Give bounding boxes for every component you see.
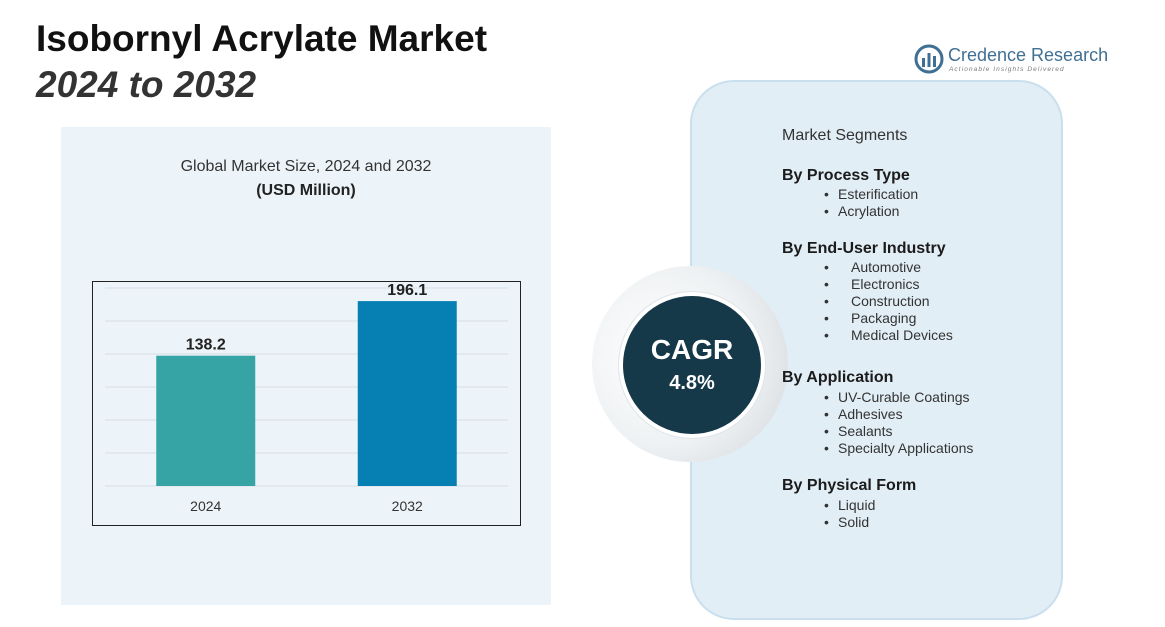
x-tick-label: 2024 [190, 498, 221, 514]
page-title: Isobornyl Acrylate Market [36, 18, 488, 59]
segment-item: • Construction [824, 293, 930, 309]
bar-chart: 138.2 2024 196.1 2032 [105, 282, 508, 514]
page-subtitle: 2024 to 2032 [36, 64, 257, 105]
segment-item: • Adhesives [824, 406, 903, 422]
segment-item: • Specialty Applications [824, 440, 974, 456]
cagr-value: 4.8% [669, 372, 715, 394]
segment-item: • Acrylation [824, 203, 900, 219]
chart-panel: Global Market Size, 2024 and 2032 (USD M… [61, 127, 551, 605]
segment-item: • Liquid [824, 497, 876, 513]
segment-heading: By Process Type [782, 167, 910, 184]
logo-tagline: Actionable Insights Delivered [949, 66, 1065, 73]
brand-logo: Credence Research Actionable Insights De… [914, 44, 1108, 76]
segment-heading: By End-User Industry [782, 240, 946, 257]
x-tick-label: 2032 [392, 498, 423, 514]
bar-2032 [357, 301, 457, 486]
cagr-label: CAGR [650, 334, 734, 365]
segment-item: • Automotive [824, 259, 922, 275]
segment-heading: By Physical Form [782, 477, 917, 494]
chart-title: Global Market Size, 2024 and 2032 [180, 158, 432, 175]
bar-2024 [156, 355, 256, 486]
cagr-badge: CAGR 4.8% [619, 292, 765, 438]
segment-item: • UV-Curable Coatings [824, 389, 970, 405]
bar-value-label: 138.2 [186, 337, 226, 354]
logo-name: Credence Research [948, 45, 1109, 65]
segment-item: • Sealants [824, 423, 893, 439]
chart-subtitle: (USD Million) [256, 182, 356, 199]
segment-item: • Esterification [824, 186, 919, 202]
chart-frame: 138.2 2024 196.1 2032 [92, 281, 521, 526]
segment-item: • Electronics [824, 276, 920, 292]
segments-title: Market Segments [782, 127, 908, 144]
bar-value-label: 196.1 [387, 282, 427, 299]
segment-item: • Medical Devices [824, 327, 953, 343]
segment-heading: By Application [782, 369, 894, 386]
segment-item: • Solid [824, 514, 870, 530]
bar-chart-logo-icon [914, 44, 944, 74]
segment-item: • Packaging [824, 310, 917, 326]
